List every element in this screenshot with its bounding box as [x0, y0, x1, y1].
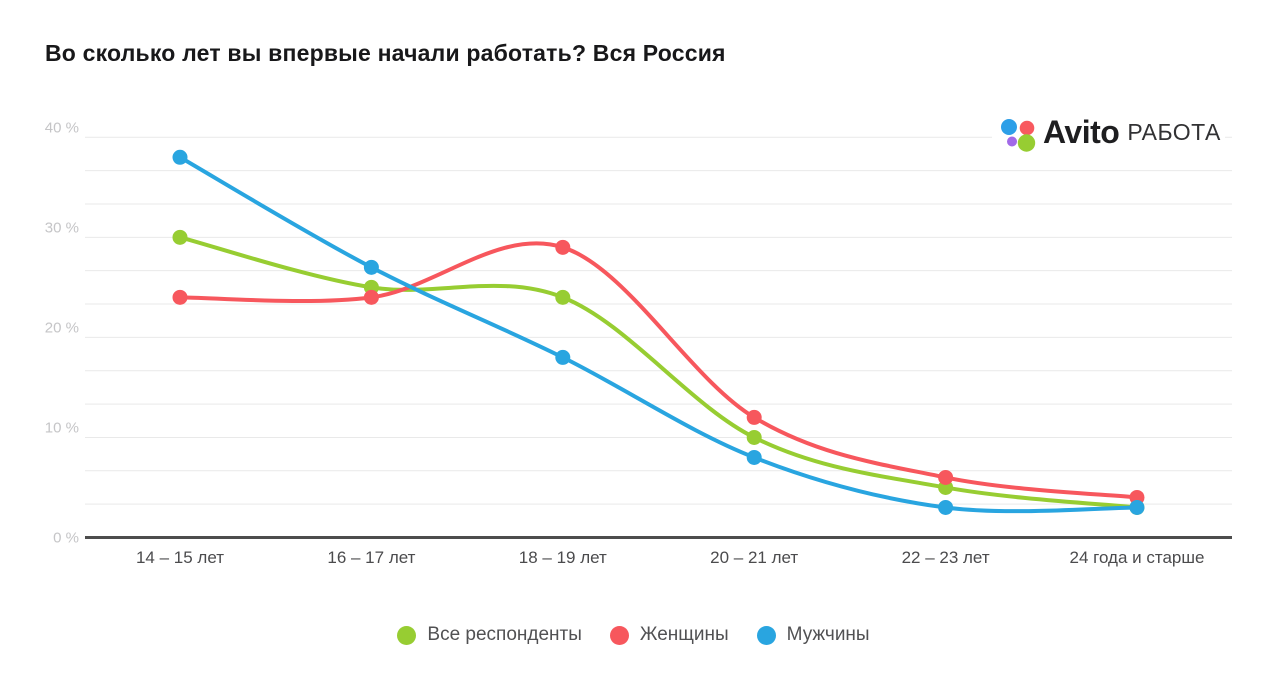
avito-dot-blue	[1001, 119, 1017, 135]
series-line-all-respondents	[178, 235, 1139, 510]
data-point-men	[746, 449, 762, 465]
data-point-men	[938, 499, 954, 515]
y-tick-label: 20 %	[45, 319, 79, 336]
avito-logo-dots-icon	[1001, 119, 1036, 152]
x-tick-label: 24 года и старше	[1070, 548, 1205, 567]
data-point-women	[172, 289, 188, 305]
legend-item-all-respondents[interactable]: Все респонденты	[397, 624, 582, 646]
data-point-women	[938, 469, 954, 485]
y-tick-label: 30 %	[45, 219, 79, 236]
avito-dot-red	[1019, 120, 1035, 136]
x-tick-label: 20 – 21 лет	[710, 548, 798, 567]
legend-item-women[interactable]: Женщины	[609, 624, 729, 646]
avito-logo-brand: Avito	[1043, 113, 1120, 150]
data-point-all-respondents	[555, 289, 571, 305]
legend-label-all-respondents: Все респонденты	[427, 624, 582, 645]
series-women	[172, 239, 1145, 505]
x-axis-labels: 14 – 15 лет 16 – 17 лет 18 – 19 лет 20 – 21…	[136, 548, 1205, 567]
data-point-men	[363, 259, 379, 275]
legend-dot-all-respondents-icon	[397, 625, 417, 645]
series-line-men	[178, 155, 1139, 514]
x-tick-label: 18 – 19 лет	[519, 548, 607, 567]
series-line-women	[178, 241, 1139, 500]
y-axis-labels: 0 % 10 % 20 % 30 % 40 %	[45, 119, 79, 546]
chart-title: Во сколько лет вы впервые начали работат…	[45, 40, 726, 66]
data-point-men	[555, 349, 571, 365]
x-tick-label: 14 – 15 лет	[136, 548, 224, 567]
data-point-women	[555, 239, 571, 255]
chart-legend: Все респонденты Женщины Мужчины	[0, 624, 1267, 646]
legend-dot-men-icon	[756, 625, 776, 645]
legend-item-men[interactable]: Мужчины	[756, 624, 870, 646]
legend-dot-women-icon	[609, 625, 629, 645]
legend-label-women: Женщины	[639, 624, 729, 645]
data-point-all-respondents	[746, 429, 762, 445]
series-men	[172, 149, 1145, 515]
x-tick-label: 22 – 23 лет	[902, 548, 990, 567]
data-point-women	[746, 409, 762, 425]
y-tick-label: 40 %	[45, 119, 79, 136]
data-point-all-respondents	[172, 229, 188, 245]
gridlines	[85, 136, 1232, 505]
avito-dot-green	[1017, 134, 1036, 152]
y-tick-label: 0 %	[53, 530, 79, 547]
avito-dot-purple	[1007, 136, 1017, 147]
series-all-respondents	[172, 229, 1145, 515]
data-point-men	[172, 149, 188, 165]
avito-logo: Avito РАБОТА	[992, 108, 1225, 156]
avito-logo-suffix: РАБОТА	[1127, 118, 1221, 145]
y-tick-label: 10 %	[45, 419, 79, 436]
data-point-men	[1129, 499, 1145, 515]
legend-label-men: Мужчины	[786, 624, 870, 645]
x-tick-label: 16 – 17 лет	[327, 548, 415, 567]
data-point-women	[363, 289, 379, 305]
